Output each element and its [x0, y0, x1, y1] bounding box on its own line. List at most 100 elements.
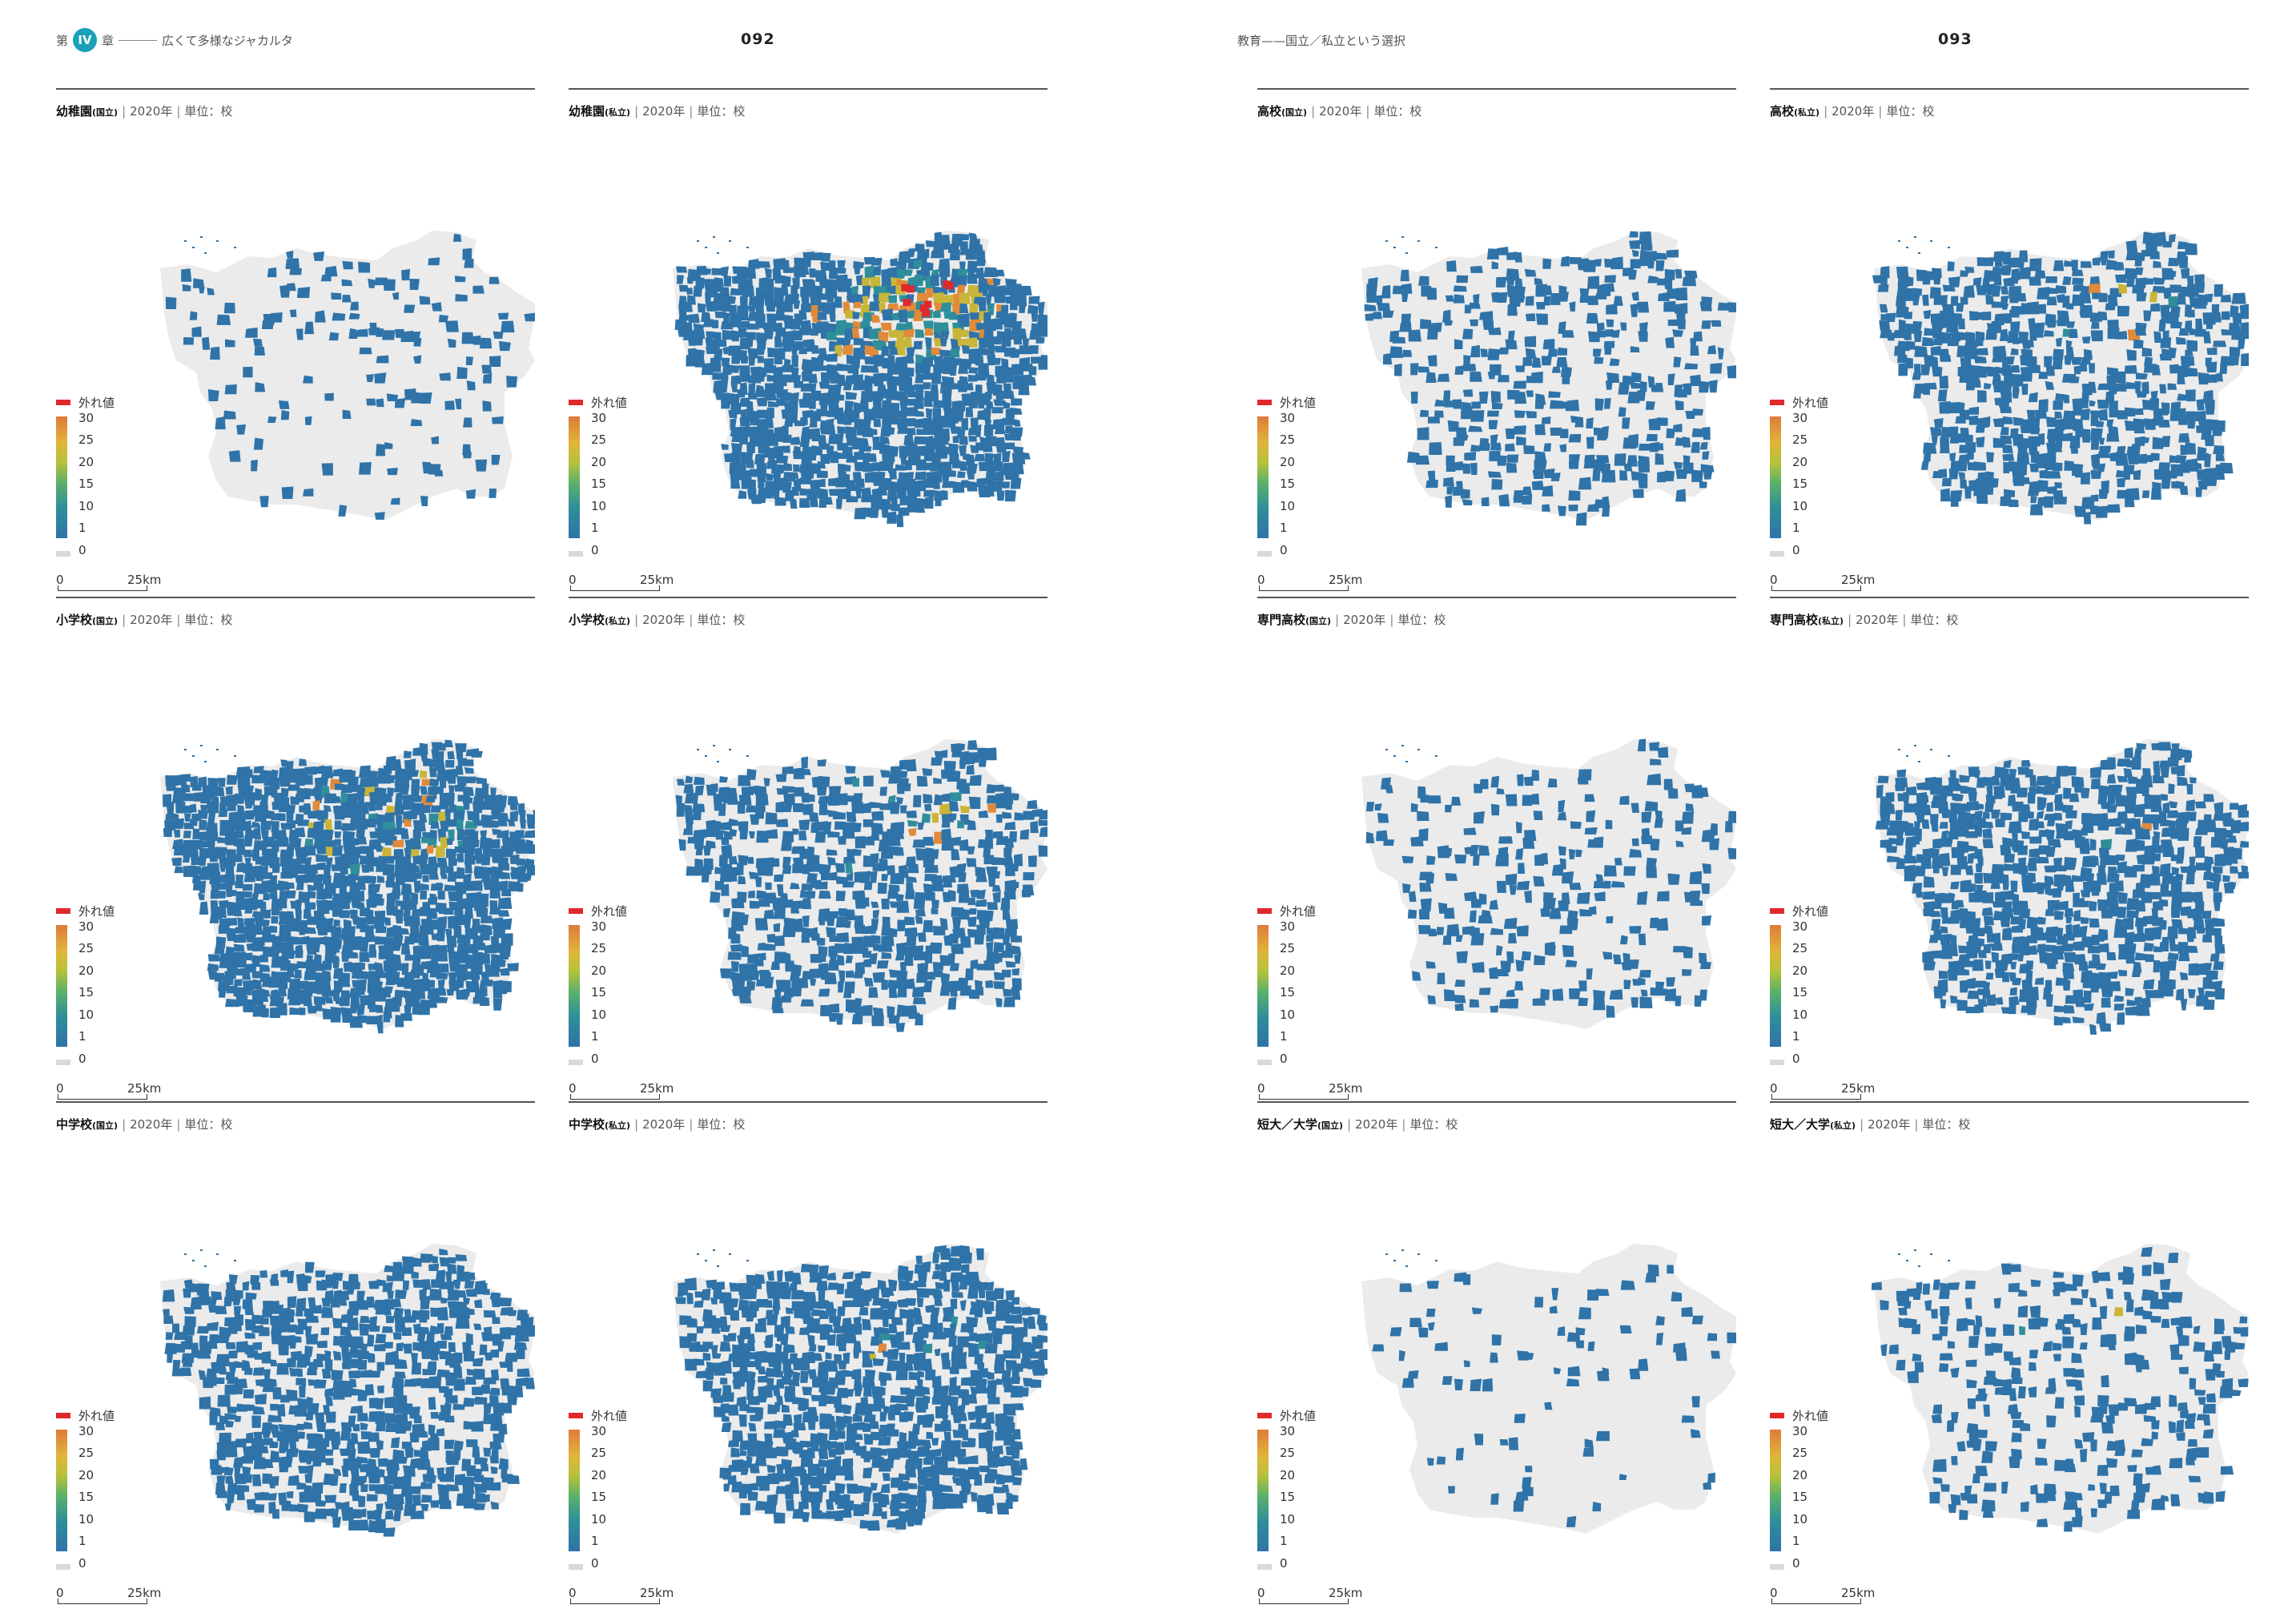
title-separator: | — [1878, 104, 1883, 119]
district-cell — [263, 909, 271, 919]
district-cell — [1038, 845, 1047, 857]
district-cell — [982, 408, 991, 420]
district-cell — [191, 326, 202, 337]
district-cell — [825, 497, 833, 505]
district-cell — [324, 1395, 333, 1406]
district-cell — [444, 865, 454, 874]
district-cell — [766, 1270, 775, 1281]
district-cell — [738, 469, 752, 481]
district-cell — [1667, 319, 1679, 326]
district-cell — [958, 1389, 970, 1398]
district-cell — [774, 906, 786, 919]
district-cell — [714, 1366, 726, 1376]
district-cell — [1667, 373, 1675, 385]
district-cell — [367, 802, 376, 811]
district-cell — [320, 1327, 330, 1335]
district-cell — [1505, 443, 1515, 452]
district-cell — [251, 821, 261, 828]
district-cell — [1684, 270, 1698, 279]
district-cell — [321, 874, 332, 885]
map-title: 中学校 — [569, 1117, 605, 1132]
district-cell — [819, 420, 828, 429]
district-cell — [332, 768, 344, 777]
district-cell — [243, 849, 253, 858]
map-panel: 幼稚園(私立) | 2020年 | 単位：校 外れ値 0 25km 30 25 20 15 10… — [569, 88, 1047, 591]
district-cell — [1452, 399, 1462, 409]
district-cell — [905, 856, 916, 867]
district-cell — [939, 1385, 949, 1399]
district-cell — [304, 902, 316, 910]
district-cell — [359, 802, 369, 815]
legend-tick: 25 — [78, 432, 94, 447]
district-cell — [482, 1288, 490, 1295]
district-cell — [984, 835, 994, 849]
district-cell — [304, 1314, 320, 1323]
district-cell — [207, 1298, 217, 1306]
district-cell — [1717, 347, 1724, 360]
district-cell — [1002, 450, 1011, 463]
district-cell — [1003, 320, 1014, 328]
district-cell — [227, 1482, 239, 1494]
district-cell — [1375, 295, 1383, 305]
color-ramp — [56, 416, 67, 538]
district-cell — [237, 804, 245, 817]
district-cell — [896, 477, 907, 490]
district-cell — [903, 953, 914, 966]
district-cell — [693, 286, 703, 297]
district-cell — [867, 1520, 880, 1531]
district-cell — [376, 1385, 384, 1394]
legend-tick: 10 — [78, 1008, 94, 1022]
district-cell — [984, 392, 992, 400]
district-cell — [1027, 799, 1038, 809]
district-cell — [260, 919, 270, 927]
district-cell — [931, 1438, 939, 1446]
district-cell — [1037, 301, 1045, 316]
district-cell — [774, 311, 785, 321]
district-cell — [295, 908, 302, 922]
district-cell — [896, 1004, 911, 1017]
map-type: (私立) — [605, 1120, 631, 1131]
district-cell — [394, 1395, 408, 1404]
district-cell — [462, 786, 474, 796]
district-cell — [412, 1323, 421, 1334]
district-cell — [727, 1439, 740, 1447]
district-cell — [907, 819, 919, 827]
district-cell — [1562, 330, 1574, 338]
district-cell — [519, 810, 526, 820]
district-cell — [1630, 382, 1642, 389]
district-cell — [829, 312, 836, 323]
district-cell — [974, 453, 986, 461]
title-separator: | — [1311, 104, 1316, 119]
district-cell — [712, 284, 723, 292]
district-cell — [846, 354, 854, 364]
district-cell — [694, 858, 704, 867]
district-cell — [881, 874, 889, 881]
district-cell — [376, 1439, 384, 1450]
district-cell — [896, 900, 910, 913]
district-cell — [748, 1482, 759, 1490]
district-cell — [943, 418, 956, 428]
district-cell — [356, 1508, 367, 1518]
district-cell — [789, 401, 798, 412]
district-cell — [887, 865, 895, 875]
district-cell — [243, 785, 255, 794]
district-cell — [819, 1422, 832, 1430]
district-cell — [228, 1274, 238, 1285]
district-cell — [772, 432, 783, 442]
legend-tick: 1 — [78, 1029, 86, 1044]
district-cell — [764, 267, 772, 279]
district-cell — [772, 858, 780, 867]
district-cell — [1506, 276, 1515, 286]
district-cell — [402, 1475, 412, 1488]
district-cell — [1542, 285, 1553, 296]
district-cell — [321, 989, 335, 997]
district-cell — [913, 340, 923, 350]
legend-tick: 10 — [78, 499, 94, 513]
legend-tick: 20 — [78, 963, 94, 978]
district-cell — [983, 1474, 995, 1483]
district-cell — [403, 1316, 416, 1323]
district-cell — [939, 1247, 951, 1260]
district-cell — [251, 960, 260, 967]
district-cell — [507, 1394, 518, 1406]
district-cell — [1425, 479, 1438, 489]
